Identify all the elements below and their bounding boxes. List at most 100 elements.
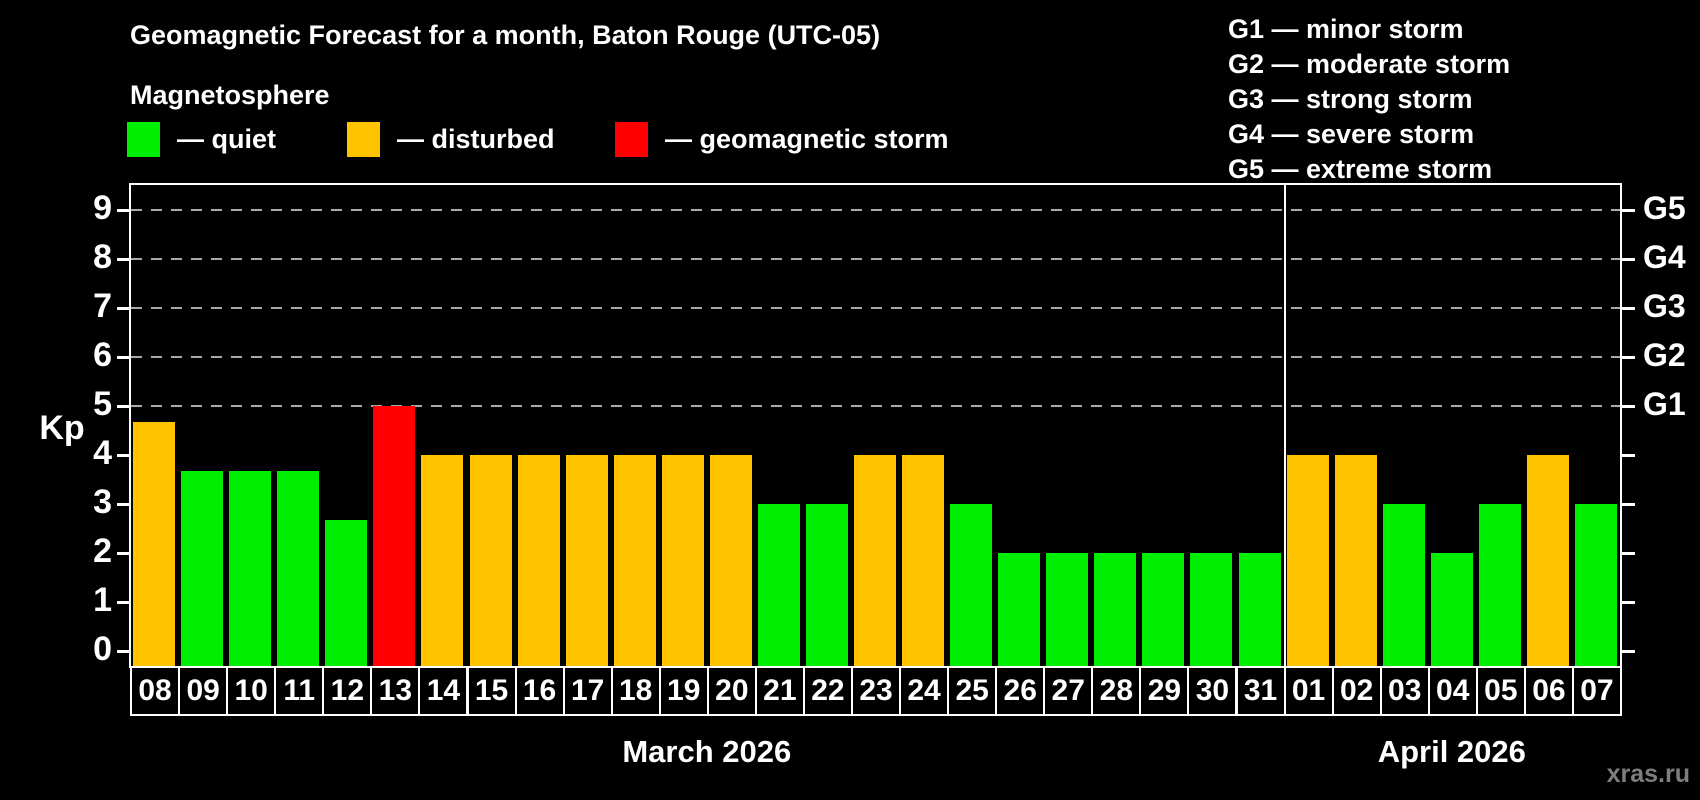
kp-bar	[1382, 504, 1425, 668]
y-axis-tick	[117, 552, 130, 555]
watermark: xras.ru	[1606, 760, 1690, 788]
gridline-kp8	[131, 258, 1620, 260]
y-tick-label: 0	[93, 630, 112, 668]
y-axis-tick	[117, 650, 130, 653]
y-tick-label: 7	[93, 287, 112, 325]
right-axis-tick	[1622, 650, 1635, 653]
day-cell: 21	[754, 666, 805, 716]
g-axis-label-g3: G3	[1643, 288, 1686, 324]
day-cell: 13	[370, 666, 421, 716]
right-axis-tick	[1622, 601, 1635, 604]
kp-bar	[805, 504, 848, 668]
right-axis-tick	[1622, 258, 1635, 261]
day-cell: 20	[706, 666, 757, 716]
kp-bar	[1190, 553, 1233, 668]
kp-bar	[1478, 504, 1521, 668]
day-cell: 23	[851, 666, 902, 716]
day-cell: 11	[274, 666, 325, 716]
day-cell: 04	[1427, 666, 1478, 716]
g-axis-label-g2: G2	[1643, 337, 1686, 373]
kp-bar	[133, 422, 176, 668]
y-tick-label: 3	[93, 483, 112, 521]
kp-bar	[1238, 553, 1281, 668]
kp-bar	[998, 553, 1041, 668]
kp-bar	[325, 520, 368, 668]
g-scale-legend: G1 — minor storm G2 — moderate storm G3 …	[1228, 12, 1510, 187]
kp-axis-title: Kp	[39, 409, 85, 447]
kp-bar	[373, 406, 416, 668]
day-cell: 25	[947, 666, 998, 716]
day-cell: 09	[178, 666, 229, 716]
day-cell: 27	[1043, 666, 1094, 716]
day-cell: 02	[1331, 666, 1382, 716]
plot-top-border	[129, 183, 1622, 185]
right-axis-tick	[1622, 503, 1635, 506]
gridline-kp9	[131, 209, 1620, 211]
kp-bar	[709, 455, 752, 668]
y-tick-label: 1	[93, 581, 112, 619]
right-axis-tick	[1622, 307, 1635, 310]
y-tick-label: 8	[93, 238, 112, 276]
day-cell: 18	[610, 666, 661, 716]
y-axis-tick	[117, 405, 130, 408]
g-scale-line-g1: G1 — minor storm	[1228, 14, 1464, 44]
legend-label-storm: — geomagnetic storm	[665, 123, 949, 154]
kp-bar	[469, 455, 512, 668]
kp-bar	[854, 455, 897, 668]
kp-bar	[902, 455, 945, 668]
kp-bar	[1094, 553, 1137, 668]
magnetosphere-label: Magnetosphere	[130, 80, 330, 110]
month-label: April 2026	[1377, 734, 1526, 769]
kp-bar	[517, 455, 560, 668]
disturbed-color-swatch	[347, 121, 380, 157]
month-label: March 2026	[622, 734, 792, 769]
kp-bar	[181, 471, 224, 668]
g-axis-label-g1: G1	[1643, 386, 1686, 422]
y-tick-label: 6	[93, 336, 112, 374]
kp-bar	[1046, 553, 1089, 668]
gridline-kp6	[131, 356, 1620, 358]
gridline-kp7	[131, 307, 1620, 309]
legend-label-disturbed: — disturbed	[397, 123, 555, 154]
right-axis-tick	[1622, 209, 1635, 212]
storm-color-swatch	[615, 121, 648, 157]
kp-bar	[613, 455, 656, 668]
kp-bar	[757, 504, 800, 668]
g-scale-line-g5: G5 — extreme storm	[1228, 154, 1493, 184]
day-cell: 05	[1475, 666, 1526, 716]
y-axis-line-right	[1620, 183, 1622, 668]
kp-bar	[950, 504, 993, 668]
kp-bar	[661, 455, 704, 668]
legend-item-storm: — geomagnetic storm	[615, 121, 949, 157]
day-cell: 01	[1283, 666, 1334, 716]
right-axis-tick	[1622, 552, 1635, 555]
y-axis-line-left	[129, 183, 131, 668]
day-cell: 16	[514, 666, 565, 716]
y-axis-tick	[117, 307, 130, 310]
right-axis-tick	[1622, 454, 1635, 457]
day-cell: 12	[322, 666, 373, 716]
g-axis-label-g4: G4	[1643, 239, 1686, 275]
y-tick-label: 4	[93, 434, 112, 472]
day-cell: 14	[418, 666, 469, 716]
day-cell: 03	[1379, 666, 1430, 716]
day-cell: 22	[802, 666, 853, 716]
y-axis-tick	[117, 258, 130, 261]
gridline-kp5	[131, 405, 1620, 407]
day-cell: 19	[658, 666, 709, 716]
legend-item-disturbed: — disturbed	[347, 121, 555, 157]
kp-bar	[1286, 455, 1329, 668]
kp-bar	[277, 471, 320, 668]
kp-bar	[1574, 504, 1617, 668]
chart-title: Geomagnetic Forecast for a month, Baton …	[130, 20, 881, 50]
g-scale-line-g3: G3 — strong storm	[1228, 84, 1473, 114]
day-cell: 26	[995, 666, 1046, 716]
y-axis-tick	[117, 503, 130, 506]
right-axis-tick	[1622, 356, 1635, 359]
g-scale-line-g2: G2 — moderate storm	[1228, 49, 1511, 79]
month-separator	[1283, 183, 1286, 668]
day-cell: 30	[1187, 666, 1238, 716]
y-tick-label: 2	[93, 532, 112, 570]
